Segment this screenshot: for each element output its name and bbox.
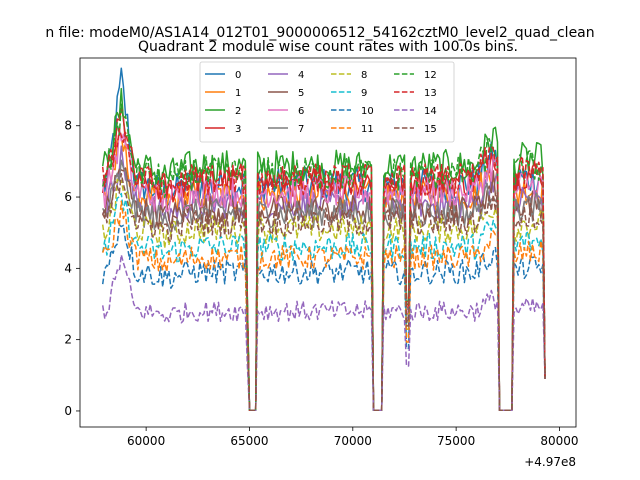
series-line-15 <box>102 172 546 411</box>
legend-label-5: 5 <box>298 88 304 99</box>
legend-label-14: 14 <box>424 106 437 117</box>
legend-label-13: 13 <box>424 88 437 99</box>
series-line-11 <box>101 200 546 411</box>
legend-label-9: 9 <box>361 88 367 99</box>
legend-label-6: 6 <box>298 106 304 117</box>
x-tick-label: 60000 <box>127 434 165 448</box>
x-tick-label: 80000 <box>540 434 578 448</box>
legend-label-3: 3 <box>235 124 241 135</box>
y-tick-label: 8 <box>64 119 72 133</box>
chart-title: Quadrant 2 module wise count rates with … <box>138 39 518 55</box>
x-offset-label: +4.97e8 <box>524 455 576 469</box>
legend-label-15: 15 <box>424 124 437 135</box>
legend-label-11: 11 <box>361 124 374 135</box>
series-line-10 <box>101 224 546 411</box>
legend-label-8: 8 <box>361 70 367 81</box>
y-tick-label: 2 <box>64 333 72 347</box>
x-tick-label: 75000 <box>437 434 475 448</box>
series-layer <box>101 67 546 411</box>
series-line-7 <box>102 159 546 411</box>
series-line-2 <box>101 87 546 411</box>
series-line-9 <box>101 192 546 411</box>
figure-suptitle: n file: modeM0/AS1A14_012T01_9000006512_… <box>45 25 594 41</box>
x-tick-label: 70000 <box>334 434 372 448</box>
y-tick-label: 6 <box>64 190 72 204</box>
legend-label-1: 1 <box>235 88 241 99</box>
legend-box <box>199 61 455 143</box>
y-axis: 0 2 4 6 8 <box>64 119 80 418</box>
legend-label-2: 2 <box>235 106 241 117</box>
legend-label-12: 12 <box>424 70 437 81</box>
legend-label-0: 0 <box>235 70 241 81</box>
series-line-13 <box>101 127 546 411</box>
series-line-5 <box>102 167 546 411</box>
x-tick-label: 65000 <box>230 434 268 448</box>
series-line-14 <box>101 254 546 411</box>
legend-label-10: 10 <box>361 106 374 117</box>
plot-frame <box>79 57 577 428</box>
y-tick-label: 4 <box>64 261 72 275</box>
x-axis: 60000 65000 70000 75000 80000 <box>127 427 579 448</box>
legend-label-7: 7 <box>298 124 304 135</box>
legend-label-4: 4 <box>298 70 304 81</box>
y-tick-label: 0 <box>64 404 72 418</box>
